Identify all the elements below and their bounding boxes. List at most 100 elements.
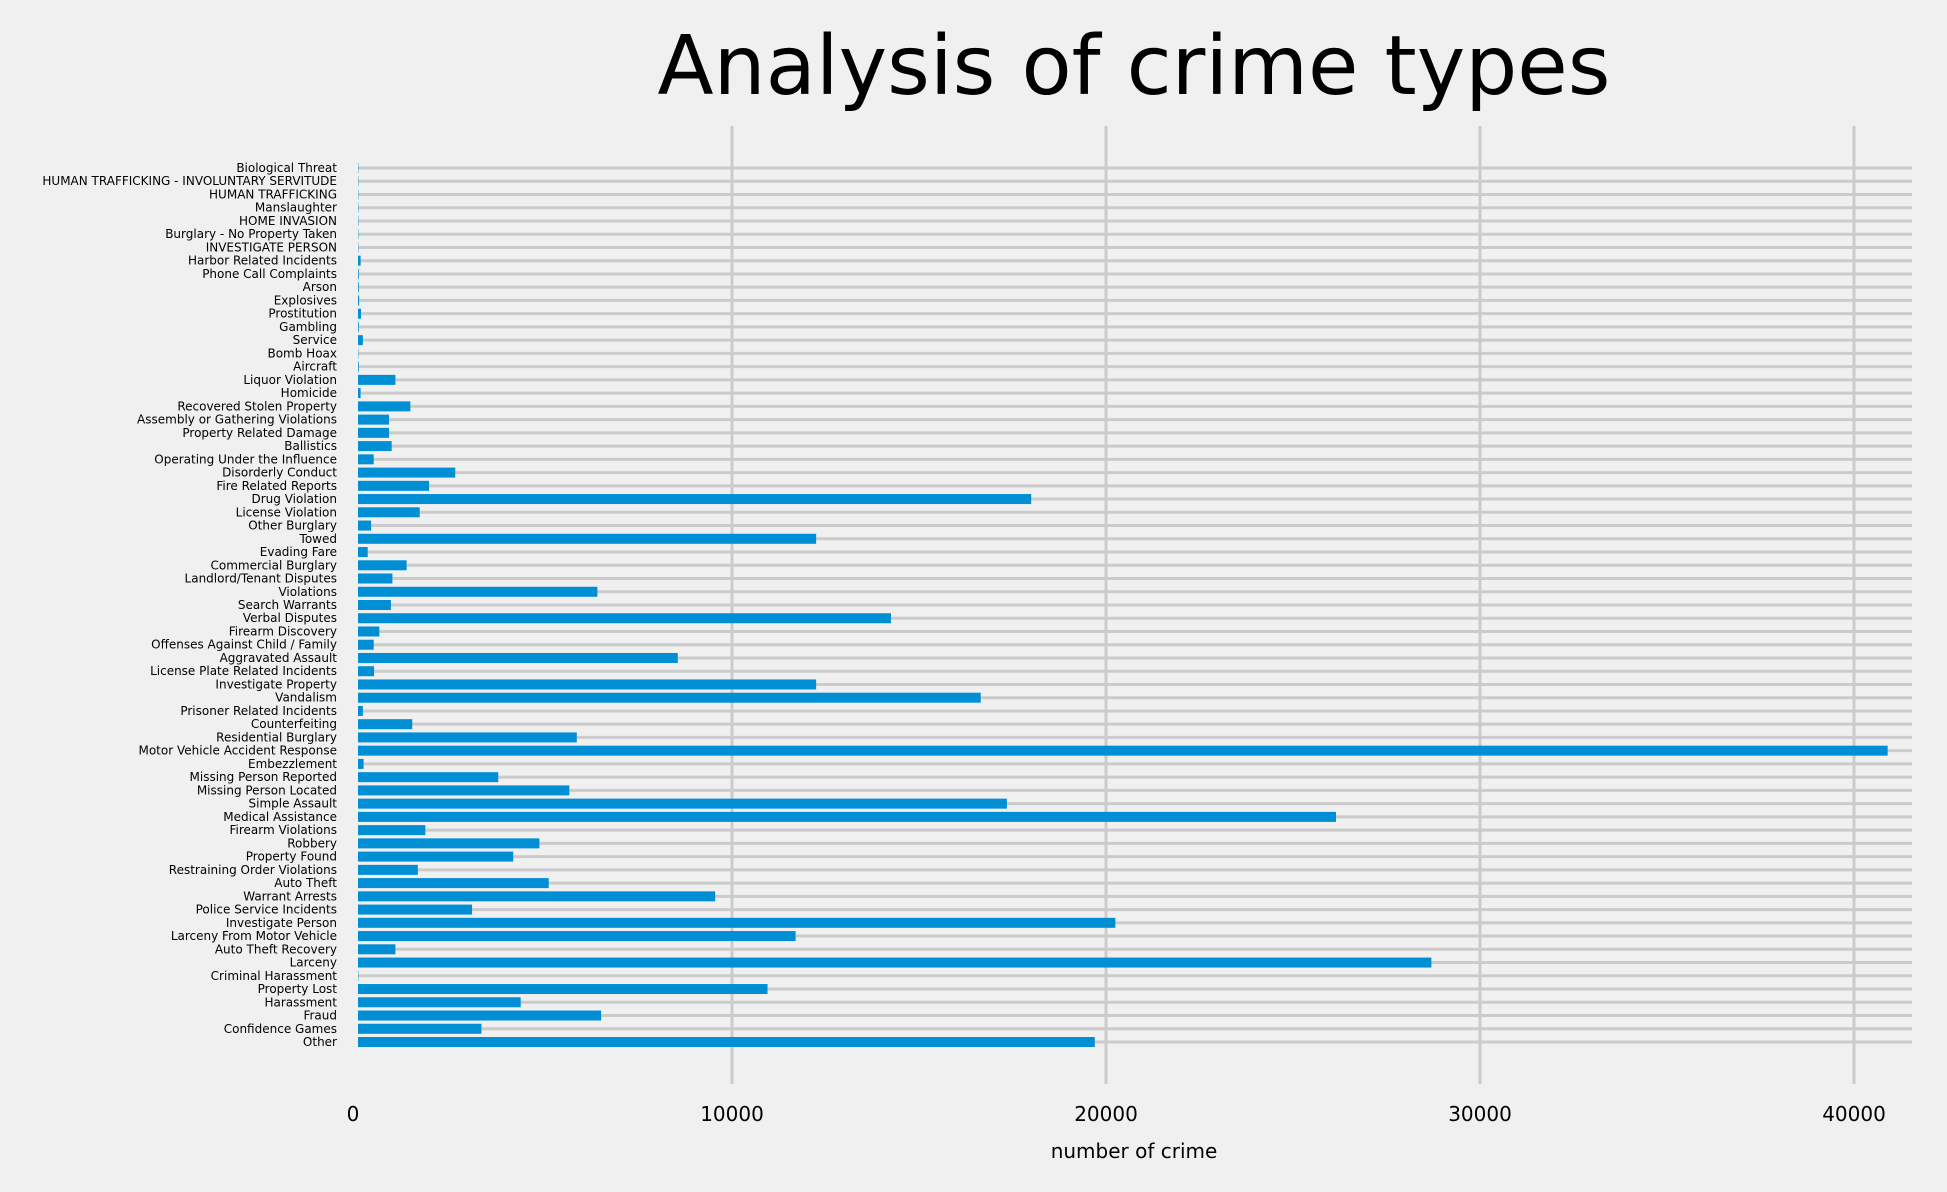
category-label: Search Warrants bbox=[238, 598, 337, 612]
bar bbox=[358, 600, 391, 610]
category-label: Liquor Violation bbox=[243, 373, 337, 387]
category-label: Auto Theft bbox=[274, 876, 337, 890]
bar bbox=[358, 957, 1432, 968]
bar bbox=[358, 692, 981, 703]
x-axis-label: number of crime bbox=[1051, 1139, 1218, 1163]
bar bbox=[358, 560, 407, 571]
category-label: Property Found bbox=[246, 850, 337, 864]
category-label: HUMAN TRAFFICKING - INVOLUNTARY SERVITUD… bbox=[42, 174, 337, 188]
bar bbox=[358, 891, 716, 902]
category-label: Service bbox=[293, 333, 337, 347]
bar bbox=[358, 427, 390, 438]
bar bbox=[358, 904, 473, 915]
bar bbox=[358, 1010, 602, 1021]
category-label: Prisoner Related Incidents bbox=[180, 704, 337, 718]
category-label: Investigate Property bbox=[215, 677, 337, 691]
category-label: Manslaughter bbox=[255, 201, 337, 215]
category-label: HOME INVASION bbox=[239, 214, 337, 228]
bar bbox=[358, 719, 413, 730]
category-label: Auto Theft Recovery bbox=[215, 942, 337, 956]
bar bbox=[358, 785, 570, 796]
bar bbox=[358, 811, 1337, 822]
bar bbox=[358, 295, 360, 306]
category-label: Harbor Related Incidents bbox=[188, 254, 337, 268]
bars bbox=[358, 163, 1888, 1047]
category-label: Restraining Order Violations bbox=[169, 863, 337, 877]
x-tick-labels: 0 10000 20000 30000 40000 bbox=[347, 1102, 1886, 1126]
category-label: INVESTIGATE PERSON bbox=[206, 240, 337, 254]
bar bbox=[358, 917, 1116, 928]
bar bbox=[358, 441, 392, 452]
chart-title: Analysis of crime types bbox=[658, 19, 1611, 114]
bar bbox=[358, 520, 372, 531]
bar bbox=[358, 361, 359, 372]
bar bbox=[358, 652, 678, 663]
category-label: Warrant Arrests bbox=[243, 889, 337, 903]
bar bbox=[358, 533, 817, 544]
category-label: Evading Fare bbox=[260, 545, 337, 559]
horizontal-gridlines bbox=[358, 166, 1912, 1044]
x-tick-label: 30000 bbox=[1448, 1102, 1512, 1126]
bar bbox=[358, 454, 374, 465]
category-label: HUMAN TRAFFICKING bbox=[209, 187, 337, 201]
bar bbox=[358, 745, 1888, 756]
bar bbox=[358, 374, 396, 385]
bar bbox=[358, 507, 420, 518]
bar bbox=[358, 639, 374, 650]
bar bbox=[358, 401, 411, 412]
category-label: Explosives bbox=[274, 293, 337, 307]
x-tick-label: 0 bbox=[347, 1102, 360, 1126]
category-label: Disorderly Conduct bbox=[222, 466, 337, 480]
category-label: Robbery bbox=[287, 836, 337, 850]
bar bbox=[358, 626, 380, 637]
bar bbox=[358, 825, 426, 836]
bar bbox=[358, 732, 577, 743]
bar bbox=[358, 335, 363, 346]
bar bbox=[358, 758, 364, 769]
category-label: Aircraft bbox=[293, 360, 337, 374]
category-label: Verbal Disputes bbox=[243, 611, 337, 625]
bar bbox=[358, 772, 499, 783]
category-label: Criminal Harassment bbox=[211, 969, 338, 983]
bar bbox=[358, 268, 359, 279]
bar bbox=[358, 321, 359, 332]
category-label: Larceny From Motor Vehicle bbox=[171, 929, 337, 943]
category-label: Towed bbox=[299, 532, 337, 546]
category-label: Firearm Discovery bbox=[229, 624, 337, 638]
category-label: Other Burglary bbox=[248, 519, 337, 533]
category-label: Police Service Incidents bbox=[196, 903, 337, 917]
bar bbox=[358, 388, 361, 399]
category-label: Fire Related Reports bbox=[216, 479, 337, 493]
category-label: Harassment bbox=[264, 995, 337, 1009]
category-label: Homicide bbox=[281, 386, 337, 400]
category-label: Residential Burglary bbox=[216, 730, 337, 744]
category-label: Operating Under the Influence bbox=[154, 452, 337, 466]
category-label: Property Lost bbox=[258, 982, 338, 996]
x-tick-label: 10000 bbox=[700, 1102, 764, 1126]
category-label: Gambling bbox=[279, 320, 337, 334]
category-label: Aggravated Assault bbox=[220, 651, 338, 665]
bar bbox=[358, 586, 598, 597]
category-label: Biological Threat bbox=[236, 161, 337, 175]
category-label: Burglary - No Property Taken bbox=[165, 227, 337, 241]
category-label: Drug Violation bbox=[251, 492, 337, 506]
bar bbox=[358, 798, 1007, 809]
bar bbox=[358, 679, 817, 690]
category-label: Assembly or Gathering Violations bbox=[137, 413, 337, 427]
bar bbox=[358, 480, 430, 491]
bar bbox=[358, 984, 768, 995]
category-label: Violations bbox=[278, 585, 337, 599]
category-label: Offenses Against Child / Family bbox=[151, 638, 337, 652]
category-label: Property Related Damage bbox=[182, 426, 337, 440]
bar bbox=[358, 1037, 1095, 1047]
x-tick-label: 40000 bbox=[1822, 1102, 1886, 1126]
category-label: Motor Vehicle Accident Response bbox=[138, 744, 337, 758]
category-label: Vandalism bbox=[275, 691, 337, 705]
category-label: Missing Person Reported bbox=[190, 770, 337, 784]
category-label: Embezzlement bbox=[248, 757, 337, 771]
bar bbox=[358, 851, 514, 862]
category-label: Bomb Hoax bbox=[267, 346, 337, 360]
category-label: Medical Assistance bbox=[223, 810, 337, 824]
category-label: Counterfeiting bbox=[251, 717, 337, 731]
